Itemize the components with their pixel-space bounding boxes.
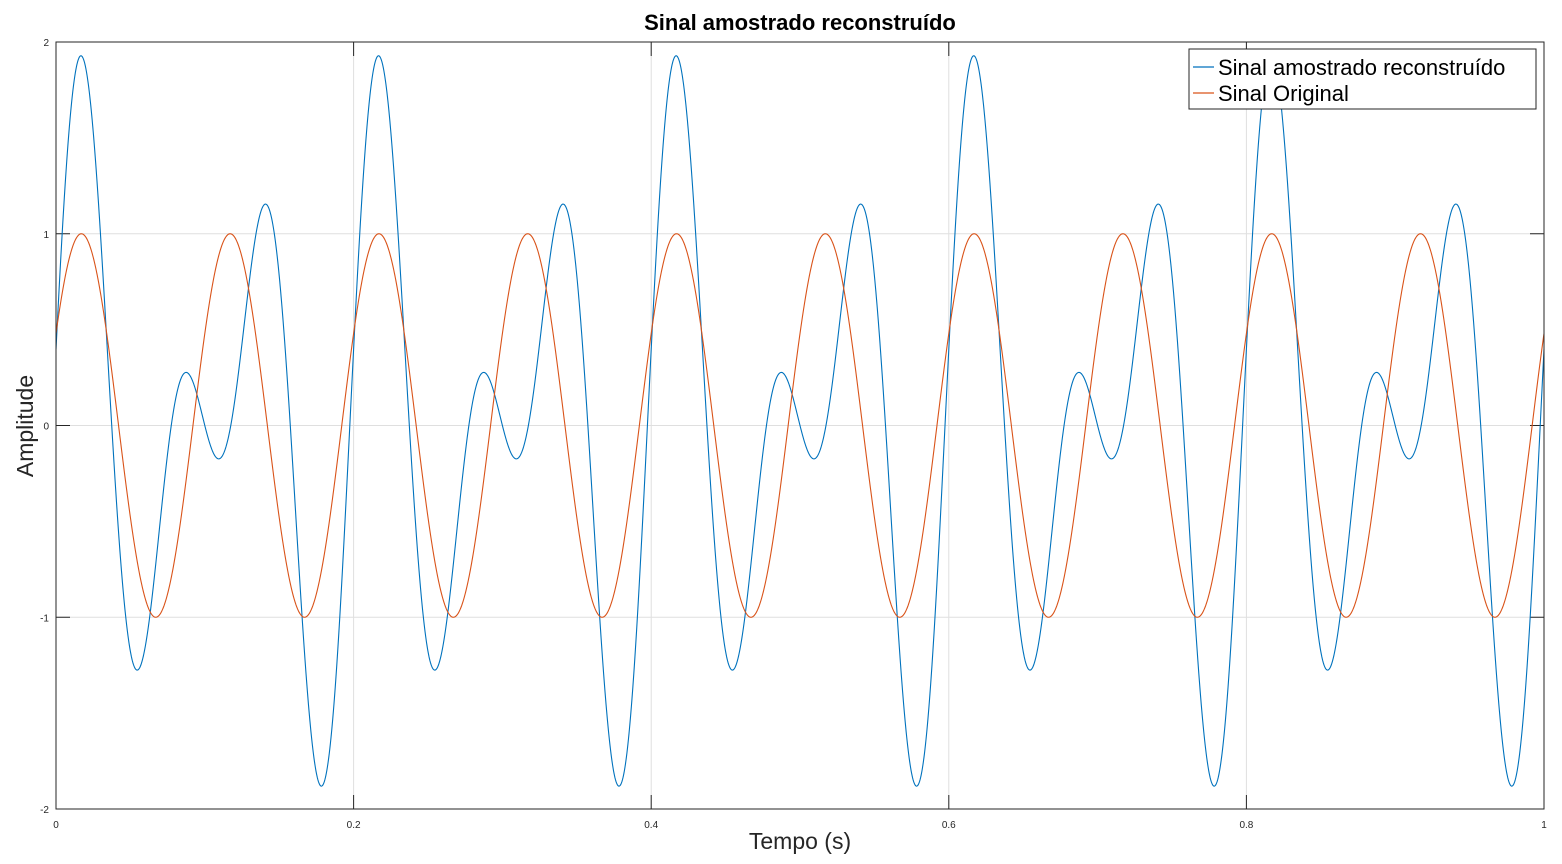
plot-area xyxy=(55,41,1545,810)
y-tick-label: 2 xyxy=(43,38,49,49)
legend-label-original: Sinal Original xyxy=(1218,81,1349,106)
x-tick-label: 0.2 xyxy=(347,820,361,831)
y-tick-labels: -2 -1 0 1 2 xyxy=(40,38,49,816)
y-tick-label: -2 xyxy=(40,805,49,816)
series-line-0 xyxy=(55,55,1545,787)
legend-box xyxy=(1188,48,1537,110)
data-series xyxy=(55,55,1545,787)
legend: Sinal amostrado reconstruído Sinal Origi… xyxy=(1188,48,1537,110)
legend-label-reconstructed: Sinal amostrado reconstruído xyxy=(1218,55,1505,80)
x-axis-label: Tempo (s) xyxy=(749,828,851,854)
x-tick-label: 0.6 xyxy=(942,820,956,831)
axes-frame xyxy=(55,41,1545,810)
y-tick-label: 1 xyxy=(43,230,49,241)
y-tick-label: -1 xyxy=(40,613,49,624)
y-tick-label: 0 xyxy=(43,422,49,433)
x-tick-label: 0.4 xyxy=(644,820,658,831)
x-tick-labels: 0 0.2 0.4 0.6 0.8 1 xyxy=(53,820,1547,831)
series-line-1 xyxy=(55,233,1545,618)
x-tick-label: 0.8 xyxy=(1239,820,1253,831)
y-axis-label: Amplitude xyxy=(12,375,38,477)
x-tick-label: 0 xyxy=(53,820,59,831)
chart-title: Sinal amostrado reconstruído xyxy=(644,10,956,35)
x-tick-label: 1 xyxy=(1541,820,1547,831)
